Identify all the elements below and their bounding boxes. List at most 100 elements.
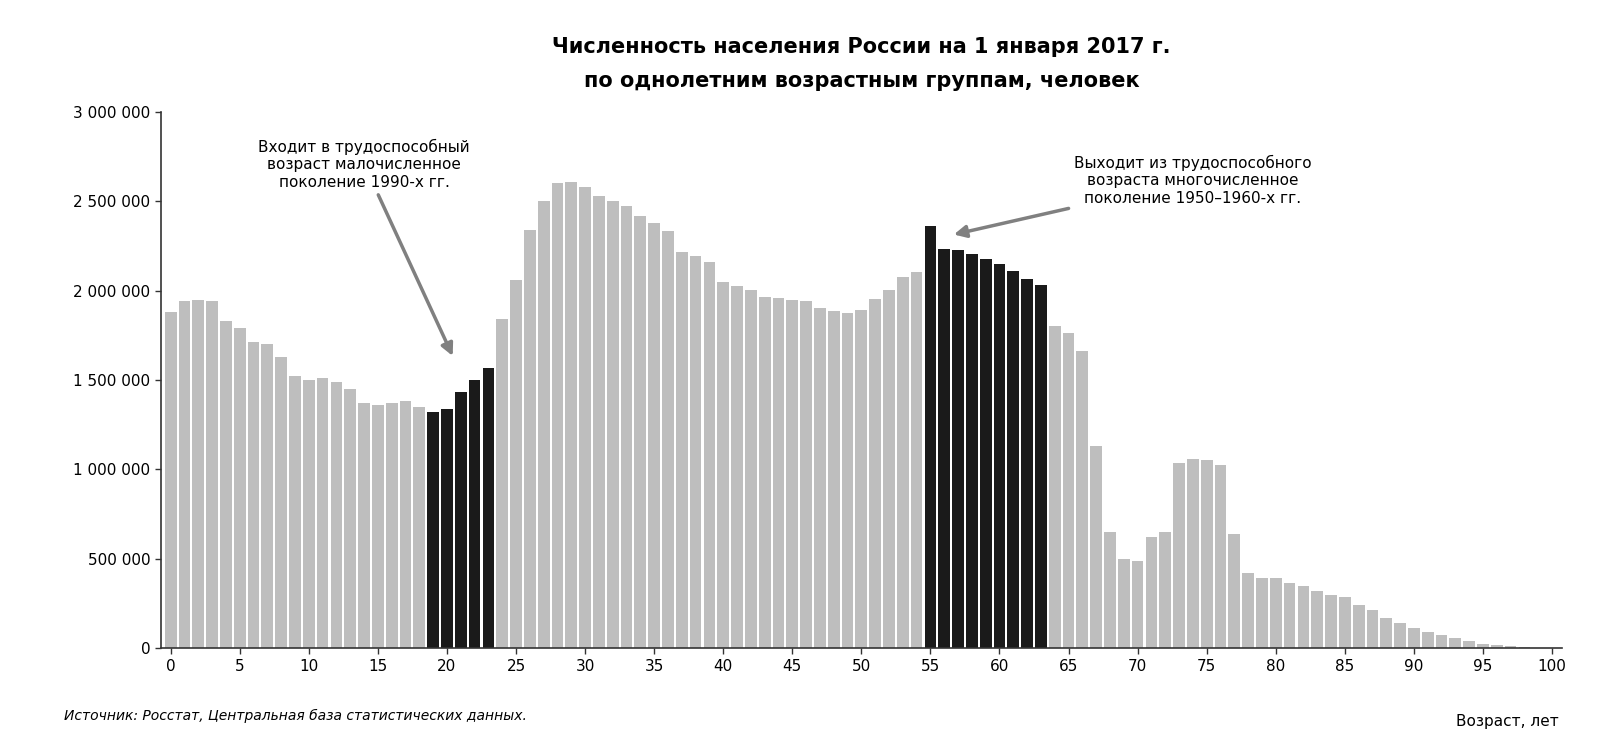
Bar [510, 280, 522, 648]
Text: Возраст, лет: Возраст, лет [1455, 714, 1558, 729]
Bar [1380, 618, 1393, 648]
Bar [828, 311, 839, 648]
Bar [884, 290, 895, 648]
Bar [993, 264, 1005, 648]
Bar [662, 231, 675, 648]
Text: по однолетним возрастным группам, человек: по однолетним возрастным группам, челове… [583, 71, 1140, 91]
Bar [469, 380, 480, 648]
Bar [1201, 460, 1212, 648]
Text: Выходит из трудоспособного
возраста многочисленное
поколение 1950–1960-х гг.: Выходит из трудоспособного возраста мног… [958, 155, 1312, 236]
Bar [1298, 586, 1309, 648]
Bar [1146, 537, 1158, 648]
Bar [745, 290, 757, 648]
Bar [580, 187, 591, 648]
Bar [620, 206, 633, 648]
Bar [966, 254, 977, 648]
Bar [980, 259, 992, 648]
Bar [330, 381, 343, 648]
Bar [1518, 647, 1530, 648]
Bar [952, 250, 964, 648]
Bar [496, 319, 509, 648]
Bar [1476, 644, 1489, 648]
Bar [1132, 560, 1143, 648]
Bar [800, 301, 811, 648]
Text: Источник: Росстат, Центральная база статистических данных.: Источник: Росстат, Центральная база стат… [64, 708, 526, 723]
Bar [1159, 532, 1170, 648]
Bar [193, 300, 204, 648]
Bar [704, 262, 715, 648]
Bar [206, 301, 217, 648]
Bar [164, 312, 177, 648]
Text: Входит в трудоспособный
возраст малочисленное
поколение 1990-х гг.: Входит в трудоспособный возраст малочисл… [258, 139, 470, 352]
Bar [386, 403, 398, 648]
Bar [303, 380, 314, 648]
Bar [1422, 632, 1433, 648]
Bar [221, 321, 232, 648]
Bar [1048, 326, 1061, 648]
Bar [1035, 285, 1046, 648]
Bar [372, 405, 383, 648]
Bar [1174, 463, 1185, 648]
Bar [261, 344, 274, 648]
Bar [483, 368, 494, 648]
Bar [786, 300, 799, 648]
Bar [441, 408, 452, 648]
Bar [1270, 578, 1282, 648]
Bar [1505, 647, 1517, 648]
Bar [1463, 641, 1475, 648]
Bar [565, 183, 576, 648]
Bar [1063, 334, 1074, 648]
Bar [1187, 459, 1199, 648]
Bar [1283, 583, 1296, 648]
Bar [317, 378, 328, 648]
Bar [1021, 279, 1034, 648]
Bar [1325, 595, 1336, 648]
Bar [869, 299, 881, 648]
Bar [649, 223, 660, 648]
Bar [1449, 638, 1462, 648]
Bar [1117, 559, 1130, 648]
Bar [676, 252, 687, 648]
Bar [592, 196, 605, 648]
Bar [1394, 623, 1406, 648]
Bar [456, 393, 467, 648]
Bar [689, 256, 702, 648]
Bar [607, 201, 618, 648]
Bar [552, 183, 563, 648]
Bar [1077, 352, 1088, 648]
Bar [1367, 609, 1378, 648]
Bar [897, 277, 908, 648]
Bar [248, 343, 259, 648]
Bar [1409, 629, 1420, 648]
Bar [399, 402, 412, 648]
Text: Численность населения России на 1 января 2017 г.: Численность населения России на 1 января… [552, 37, 1170, 57]
Bar [758, 297, 771, 648]
Bar [179, 301, 190, 648]
Bar [1256, 578, 1267, 648]
Bar [1311, 591, 1323, 648]
Bar [718, 282, 729, 648]
Bar [538, 201, 549, 648]
Bar [911, 272, 923, 648]
Bar [855, 310, 868, 648]
Bar [345, 389, 356, 648]
Bar [731, 286, 742, 648]
Bar [1491, 645, 1502, 648]
Bar [773, 298, 784, 648]
Bar [1436, 635, 1447, 648]
Bar [290, 376, 301, 648]
Bar [1008, 271, 1019, 648]
Bar [1214, 465, 1227, 648]
Bar [634, 216, 646, 648]
Bar [275, 357, 287, 648]
Bar [924, 226, 937, 648]
Bar [1228, 533, 1240, 648]
Bar [233, 328, 246, 648]
Bar [939, 249, 950, 648]
Bar [1340, 597, 1351, 648]
Bar [357, 403, 370, 648]
Bar [842, 313, 853, 648]
Bar [1352, 605, 1365, 648]
Bar [414, 407, 425, 648]
Bar [1104, 532, 1116, 648]
